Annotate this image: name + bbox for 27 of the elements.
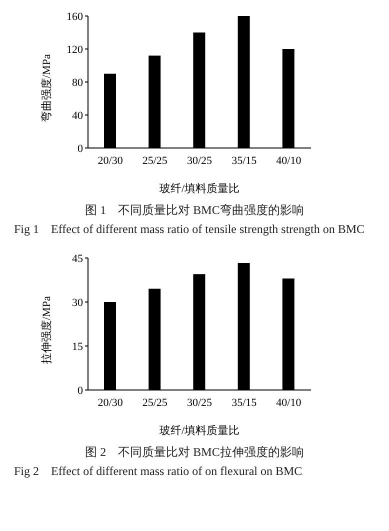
y-axis-title: 弯曲强度/MPa [40,54,53,122]
x-tick-label: 25/25 [142,396,168,409]
y-tick-label: 160 [66,10,84,23]
caption: Fig 2 Effect of different mass ratio of on flexural on BMC [13,463,304,480]
x-tick-label: 25/25 [142,154,168,167]
x-tick-label: 35/15 [232,396,258,409]
x-tick-label: 20/30 [98,154,124,167]
y-tick-label: 40 [72,110,84,122]
y-axis-title: 拉伸强度/MPa [40,296,53,364]
x-tick-label: 30/25 [186,154,213,167]
y-tick-label: 45 [72,252,84,265]
x-axis-title: 玻纤/填料质量比 [159,182,240,195]
y-tick-label: 120 [66,44,84,56]
caption: 图 2 不同质量比对 BMC拉伸强度的影响 [84,444,305,461]
x-tick-label: 40/10 [276,396,302,409]
y-tick-label: 80 [72,76,84,89]
x-axis-title: 玻纤/填料质量比 [159,424,240,437]
x-tick-label: 40/10 [276,154,302,167]
x-tick-label: 35/15 [232,154,258,167]
caption: Fig 1 Effect of different mass ratio of tensile strength strength on BMC [13,221,366,238]
y-tick-label: 15 [72,340,84,353]
y-tick-label: 30 [72,296,84,309]
y-tick-label: 0 [78,384,84,397]
x-tick-label: 30/25 [186,396,213,409]
x-tick-label: 20/30 [98,396,124,409]
caption: 图 1 不同质量比对 BMC弯曲强度的影响 [84,202,305,219]
y-tick-label: 0 [78,142,84,155]
